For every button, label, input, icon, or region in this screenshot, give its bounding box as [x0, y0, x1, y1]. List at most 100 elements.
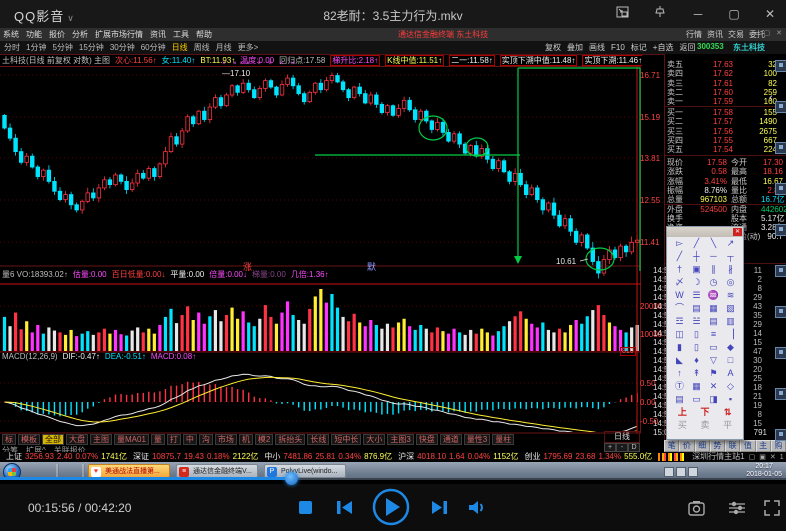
drawing-tool-icon[interactable]: ▤ [709, 316, 718, 326]
drawing-tool-icon[interactable]: W [675, 290, 684, 300]
drawing-tool-icon[interactable]: ↑ [677, 368, 682, 378]
drawing-tool-icon[interactable]: ╲ [710, 238, 717, 248]
tool-+自选[interactable]: +自选 [652, 43, 674, 52]
settings-sliders-icon[interactable] [728, 500, 746, 521]
drawing-tool-icon[interactable]: ≡ [710, 329, 717, 339]
status-icon[interactable]: ✕ [769, 454, 776, 461]
tray-icon[interactable] [676, 467, 686, 477]
drawing-tool-icon[interactable]: ╱ [676, 251, 683, 261]
volume-icon[interactable] [468, 499, 486, 521]
seek-bar-track[interactable] [0, 478, 786, 480]
drawing-tool-icon[interactable]: ▭ [692, 394, 701, 404]
drawing-tool-icon[interactable]: ☲ [675, 316, 684, 326]
fullscreen-icon[interactable] [764, 500, 780, 521]
template-link[interactable]: 关联报价 [53, 446, 86, 455]
screenshot-icon[interactable] [688, 500, 705, 521]
template-button[interactable]: 机 [238, 434, 253, 445]
quote-tab-势[interactable]: 势 [709, 440, 725, 452]
drawing-tool-icon[interactable]: ◆ [727, 342, 734, 352]
right-toolbar-icon[interactable] [775, 101, 786, 113]
quote-tab-联[interactable]: 联 [725, 440, 741, 452]
template-button[interactable]: 市场 [214, 434, 237, 445]
taskbar-button[interactable]: PolyvLive(windo... P [264, 464, 346, 478]
drawing-tool-icon[interactable]: ✕ [709, 381, 718, 391]
drawing-tool-icon[interactable]: ◎ [726, 277, 735, 287]
drawing-tool-icon[interactable]: ▭ [709, 342, 718, 352]
template-button[interactable]: 主图3 [387, 434, 414, 445]
template-button[interactable]: 量性3 [463, 434, 491, 445]
menu-item-系统[interactable]: 系统 [3, 30, 19, 39]
drawing-tool-icon[interactable]: ◨ [709, 394, 718, 404]
period-tab[interactable]: 日线 [171, 43, 188, 52]
quote-tab-价[interactable]: 价 [679, 440, 695, 452]
candlestick-chart[interactable]: —17.10 10.61 涨 默 [0, 66, 641, 442]
mini-mode-icon[interactable] [610, 4, 634, 24]
menu-item-扩展市场行情[interactable]: 扩展市场行情 [95, 30, 143, 39]
template-button[interactable]: 快盘 [415, 434, 438, 445]
drawing-tool-icon[interactable]: ≋ [726, 290, 735, 300]
status-icon[interactable]: ▣ [759, 454, 766, 461]
drawing-tool-icon[interactable]: ▮ [677, 342, 682, 352]
menu-item-帮助[interactable]: 帮助 [196, 30, 212, 39]
menu-item-功能[interactable]: 功能 [26, 30, 42, 39]
drawing-tool-icon[interactable]: ▤ [692, 303, 701, 313]
drawing-tool-icon[interactable]: 上 [677, 407, 687, 417]
tool-标记[interactable]: 标记 [630, 43, 647, 52]
template-button[interactable]: 全部 [42, 434, 64, 445]
template-button[interactable]: 短中长 [331, 434, 362, 445]
drawing-tool-icon[interactable]: ▕ [727, 329, 734, 339]
drawing-tool-icon[interactable]: ◇ [727, 381, 734, 391]
drawing-tool-icon[interactable]: ☰ [692, 290, 701, 300]
right-toolbar-icon[interactable] [775, 224, 786, 236]
minimize-button[interactable]: ─ [693, 7, 703, 21]
drawing-tool-icon[interactable]: † [676, 264, 682, 274]
maximize-button[interactable]: ▢ [728, 7, 740, 21]
palette-titlebar[interactable]: ✕ [667, 227, 743, 237]
template-button[interactable]: 量MA01 [114, 434, 149, 445]
template-button[interactable]: 中 [182, 434, 197, 445]
right-toolbar-icon[interactable] [775, 142, 786, 154]
app-logo[interactable]: QQ影音 ∨ [14, 6, 75, 25]
template-button[interactable]: 大盘 [66, 434, 88, 445]
period-tab[interactable]: 1分钟 [26, 43, 47, 52]
menu-item-交易[interactable]: 交易 [728, 30, 744, 39]
drawing-tool-icon[interactable]: ↗ [726, 238, 735, 248]
drawing-tool-icon[interactable]: ⚑ [709, 368, 718, 378]
menu-item-工具[interactable]: 工具 [173, 30, 189, 39]
menu-item-资讯[interactable]: 资讯 [707, 30, 723, 39]
period-tab[interactable]: 15分钟 [78, 43, 104, 52]
drawing-tool-icon[interactable]: ◷ [709, 277, 718, 287]
zoom--[interactable]: - [616, 443, 628, 452]
drawing-tool-icon[interactable]: ▦ [692, 381, 701, 391]
pin-icon[interactable] [648, 4, 672, 24]
tool-返回[interactable]: 返回 [679, 43, 696, 52]
drawing-tool-icon[interactable]: ☽ [692, 277, 701, 287]
taskbar-button[interactable]: 美通战法直播第... ♥ [88, 464, 170, 478]
drawing-tool-icon[interactable]: ▧ [726, 303, 735, 313]
right-toolbar-icon[interactable] [775, 429, 786, 441]
previous-button[interactable] [336, 499, 353, 521]
drawing-tool-icon[interactable]: ▤ [675, 394, 684, 404]
taskbar-button[interactable]: 通达信金融终端V... ≡ [176, 464, 258, 478]
drawing-tool-icon[interactable]: 平 [723, 420, 733, 430]
drawing-tool-icon[interactable]: ↟ [692, 368, 701, 378]
quote-tab-细[interactable]: 细 [694, 440, 710, 452]
tdx-window-buttons[interactable]: ─ ▢ ✕ [752, 30, 784, 37]
template-button[interactable]: 打 [166, 434, 181, 445]
start-button[interactable] [3, 463, 21, 481]
drawing-tool-icon[interactable]: ♦ [694, 355, 699, 365]
drawing-tool-icon[interactable]: 下 [700, 407, 710, 417]
template-button[interactable]: 模板 [18, 434, 40, 445]
drawing-tool-icon[interactable]: ⌒ [674, 303, 684, 313]
tool-复权[interactable]: 复权 [545, 43, 561, 52]
drawing-tool-icon[interactable]: ◣ [676, 355, 683, 365]
drawing-tool-icon[interactable]: ▪ [728, 394, 733, 404]
seek-bar[interactable] [0, 472, 786, 485]
template-button[interactable]: 量柱 [492, 434, 515, 445]
close-button[interactable]: ✕ [764, 7, 776, 21]
right-toolbar-icon[interactable] [775, 265, 786, 277]
drawing-tool-icon[interactable]: ─ [710, 251, 717, 261]
right-toolbar-icon[interactable] [775, 60, 786, 72]
palette-close-icon[interactable]: ✕ [733, 228, 742, 236]
quote-tab-值[interactable]: 值 [740, 440, 756, 452]
